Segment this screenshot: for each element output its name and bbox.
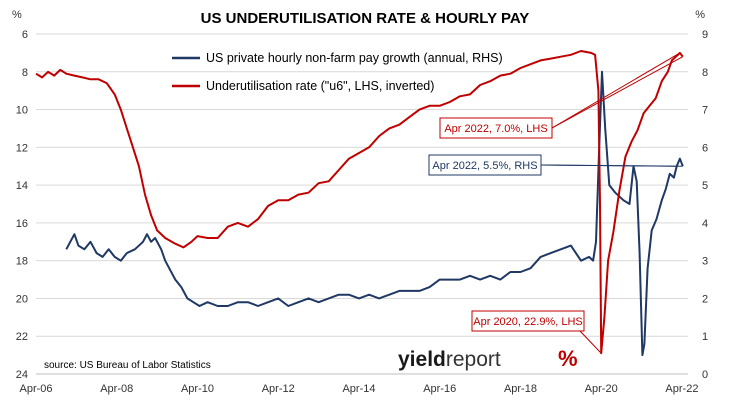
right-tick-label: 3: [702, 256, 708, 268]
x-tick-label: Apr-16: [423, 383, 456, 395]
annotation-box: [471, 310, 585, 332]
left-tick-label: 10: [16, 105, 28, 117]
x-tick-label: Apr-22: [665, 383, 698, 395]
right-tick-label: 4: [702, 218, 708, 230]
x-tick-label: Apr-12: [262, 383, 295, 395]
source-note: source: US Bureau of Labor Statistics: [44, 360, 211, 371]
right-tick-label: 6: [702, 142, 708, 154]
svg-text:yieldreport: yieldreport: [398, 348, 501, 371]
left-tick-label: 12: [16, 142, 28, 154]
legend: US private hourly non-farm pay growth (a…: [172, 51, 503, 93]
series-line-u6: [35, 50, 684, 355]
left-tick-label: 6: [22, 29, 28, 41]
annotations: Apr 2022, 7.0%, LHS Apr 2022, 5.5%, RHS Ap…: [428, 52, 683, 354]
right-axis-unit: %: [695, 9, 705, 21]
legend-label-pay: US private hourly non-farm pay growth (a…: [206, 51, 503, 65]
annotation-leader-line: [551, 56, 683, 129]
left-tick-label: 8: [22, 67, 28, 79]
svg-text:%: %: [558, 346, 578, 371]
annotation-label: Apr 2022, 7.0%, LHS: [444, 123, 547, 135]
annotation-leader-line: [551, 52, 681, 129]
annotation-box: [439, 117, 553, 139]
annotation-label: Apr 2020, 22.9%, LHS: [473, 316, 582, 328]
right-axis-ticks: 0 1 2 3 4 5 6 7 8 9: [702, 29, 708, 381]
left-tick-label: 22: [16, 331, 28, 343]
x-tick-label: Apr-18: [504, 383, 537, 395]
right-tick-label: 9: [702, 29, 708, 41]
series-lines: [35, 50, 684, 357]
left-tick-label: 24: [16, 369, 28, 381]
right-tick-label: 7: [702, 105, 708, 117]
left-axis-unit: %: [12, 9, 22, 21]
x-axis-ticks: Apr-06 Apr-08 Apr-10 Apr-12 Apr-14 Apr-16 Apr-…: [19, 373, 698, 395]
right-tick-label: 0: [702, 369, 708, 381]
x-tick-label: Apr-14: [342, 383, 375, 395]
annotation-box: [428, 154, 542, 176]
x-tick-label: Apr-08: [100, 383, 133, 395]
chart-title: US UNDERUTILISATION RATE & HOURLY PAY: [201, 10, 530, 27]
annotation-leader-line: [579, 330, 602, 354]
annotation-label: Apr 2022, 5.5%, RHS: [432, 160, 537, 172]
right-tick-label: 5: [702, 180, 708, 192]
left-tick-label: 14: [16, 180, 28, 192]
legend-label-u6: Underutilisation rate ("u6", LHS, invert…: [206, 79, 434, 93]
left-tick-label: 18: [16, 256, 28, 268]
right-tick-label: 1: [702, 331, 708, 343]
right-tick-label: 8: [702, 67, 708, 79]
right-tick-label: 2: [702, 293, 708, 305]
x-tick-label: Apr-06: [19, 383, 52, 395]
series-line-pay-growth: [65, 70, 684, 357]
yieldreport-logo: yieldreport %: [398, 346, 578, 371]
annotation-leader-line: [540, 164, 677, 167]
x-tick-label: Apr-10: [181, 383, 214, 395]
left-tick-label: 16: [16, 218, 28, 230]
x-tick-label: Apr-20: [585, 383, 618, 395]
left-tick-label: 20: [16, 293, 28, 305]
left-axis-ticks: 6 8 10 12 14 16 18 20 22 24: [16, 29, 28, 381]
